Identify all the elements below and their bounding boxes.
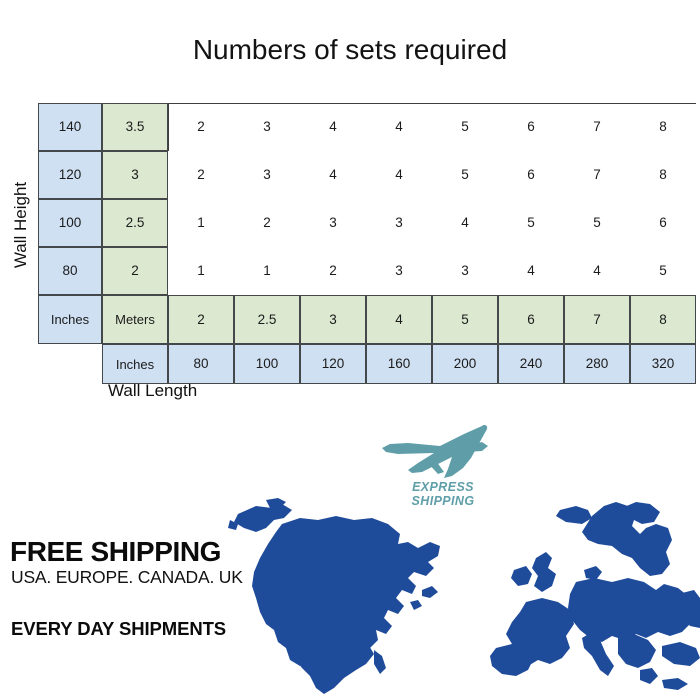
col-header-inches: 120 [300, 344, 366, 384]
data-cell: 6 [498, 103, 564, 151]
data-cell: 4 [366, 103, 432, 151]
sets-table: 140 3.5 2 3 4 4 5 6 7 8 120 3 2 3 4 4 5 6 7 8 100 2.5 1 2 3 3 4 5 5 6… [38, 103, 696, 384]
data-cell: 3 [366, 199, 432, 247]
data-cell: 7 [564, 151, 630, 199]
col-header-meters: 8 [630, 295, 696, 344]
col-header-meters: 6 [498, 295, 564, 344]
express-line-2: SHIPPING [411, 494, 475, 508]
col-header-unit-inches: Inches [102, 344, 168, 384]
row-header-inches: 140 [38, 103, 102, 151]
data-cell: 2 [168, 151, 234, 199]
x-axis-label: Wall Length [108, 381, 198, 400]
data-cell: 5 [564, 199, 630, 247]
world-map-graphic [228, 498, 700, 694]
corner-label-meters: Meters [102, 295, 168, 344]
data-cell: 5 [630, 247, 696, 295]
data-cell: 4 [300, 103, 366, 151]
col-header-inches: 240 [498, 344, 564, 384]
data-cell: 1 [168, 199, 234, 247]
data-cell: 6 [630, 199, 696, 247]
col-header-meters: 2.5 [234, 295, 300, 344]
col-header-inches: 160 [366, 344, 432, 384]
row-header-meters: 3 [102, 151, 168, 199]
col-header-meters: 3 [300, 295, 366, 344]
row-header-inches: 80 [38, 247, 102, 295]
data-cell: 3 [234, 103, 300, 151]
y-axis-label-text: Wall Height [11, 181, 30, 269]
data-cell: 4 [432, 199, 498, 247]
y-axis-label: Wall Height [8, 130, 34, 320]
col-header-inches: 100 [234, 344, 300, 384]
page-title: Numbers of sets required [192, 34, 508, 65]
row-header-meters: 2 [102, 247, 168, 295]
col-header-meters: 7 [564, 295, 630, 344]
data-cell: 5 [432, 151, 498, 199]
airplane-icon [382, 425, 488, 478]
col-header-meters: 5 [432, 295, 498, 344]
every-day-shipments: EVERY DAY SHIPMENTS [11, 618, 227, 639]
data-cell: 8 [630, 103, 696, 151]
data-cell: 8 [630, 151, 696, 199]
data-cell: 4 [498, 247, 564, 295]
data-cell: 5 [498, 199, 564, 247]
col-header-meters: 2 [168, 295, 234, 344]
row-header-inches: 120 [38, 151, 102, 199]
data-cell: 3 [300, 199, 366, 247]
data-cell: 3 [234, 151, 300, 199]
col-header-meters: 4 [366, 295, 432, 344]
col-header-inches: 80 [168, 344, 234, 384]
express-shipping-text: EXPRESS SHIPPING [384, 480, 502, 508]
col-header-inches: 200 [432, 344, 498, 384]
data-cell: 4 [300, 151, 366, 199]
data-cell: 2 [168, 103, 234, 151]
data-cell: 2 [234, 199, 300, 247]
data-cell: 2 [300, 247, 366, 295]
row-header-inches: 100 [38, 199, 102, 247]
row-header-meters: 3.5 [102, 103, 168, 151]
data-cell: 4 [564, 247, 630, 295]
express-line-1: EXPRESS [412, 480, 474, 494]
data-cell: 4 [366, 151, 432, 199]
data-cell: 1 [234, 247, 300, 295]
data-cell: 7 [564, 103, 630, 151]
row-divider-top [168, 103, 696, 104]
free-shipping-heading: FREE SHIPPING [10, 536, 222, 567]
shipping-regions: USA. EUROPE. CANADA. UK [11, 567, 243, 587]
col-header-inches: 320 [630, 344, 696, 384]
row-header-meters: 2.5 [102, 199, 168, 247]
col-header-inches: 280 [564, 344, 630, 384]
data-cell: 3 [432, 247, 498, 295]
data-cell: 5 [432, 103, 498, 151]
data-cell: 3 [366, 247, 432, 295]
corner-label-inches: Inches [38, 295, 102, 344]
data-cell: 1 [168, 247, 234, 295]
data-cell: 6 [498, 151, 564, 199]
